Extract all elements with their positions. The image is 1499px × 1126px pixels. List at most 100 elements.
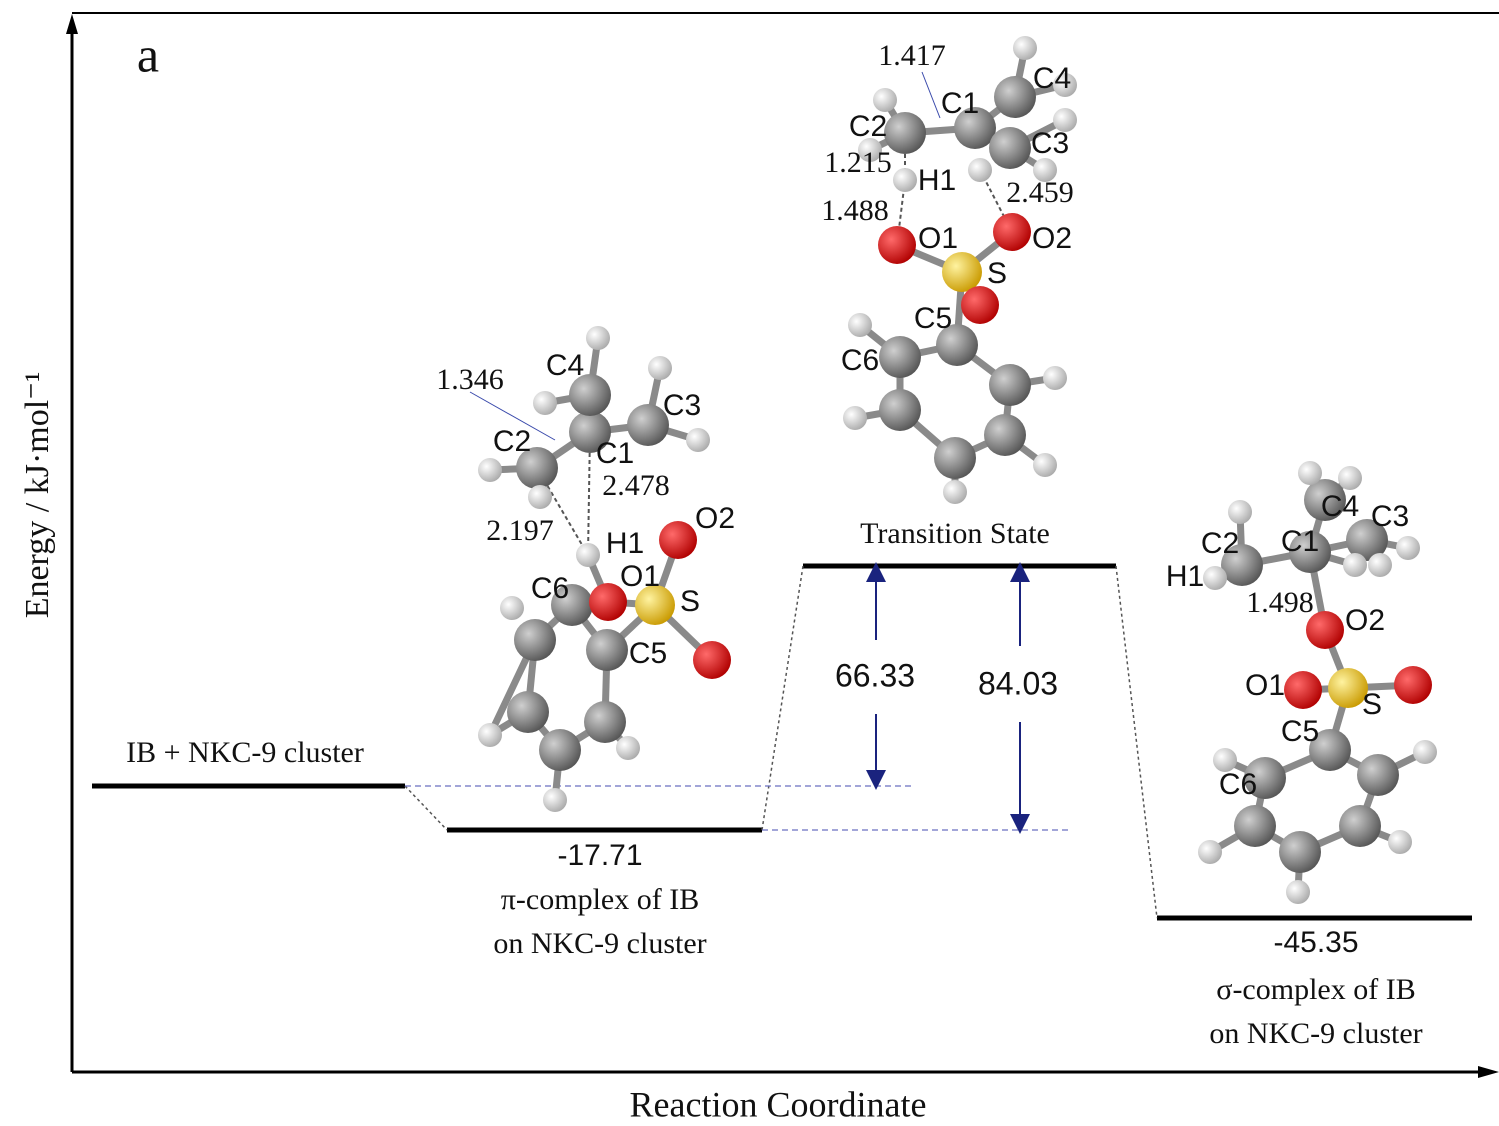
panel-label: a (137, 26, 159, 82)
atom-label: H1 (918, 164, 956, 197)
state-name: on NKC-9 cluster (1209, 1017, 1422, 1050)
atom (584, 701, 626, 743)
atom-label: C1 (1281, 525, 1319, 558)
atom (586, 629, 628, 671)
atom-label: 2.459 (1006, 176, 1074, 209)
atom (961, 286, 999, 324)
atom (1388, 830, 1412, 854)
atom (848, 313, 872, 337)
connector (762, 566, 803, 830)
atom (994, 76, 1036, 118)
atom (543, 788, 567, 812)
atom (1284, 671, 1322, 709)
atom (576, 543, 600, 567)
atom (879, 389, 921, 431)
y-axis-label: Energy / kJ·mol⁻¹ (19, 372, 56, 619)
atom (1198, 840, 1222, 864)
atom-label: H1 (1166, 560, 1204, 593)
atom-label: O1 (620, 560, 660, 593)
atom (1279, 831, 1321, 873)
atom-label: C5 (629, 637, 667, 670)
atom-label: C1 (941, 87, 979, 120)
state-name: IB + NKC-9 cluster (126, 736, 364, 769)
atom (1298, 461, 1322, 485)
atom-label: 1.346 (436, 363, 504, 396)
atom-label: 1.417 (878, 39, 946, 72)
atom-label: H1 (606, 527, 644, 560)
atom-label: C6 (531, 572, 569, 605)
atom (1203, 566, 1227, 590)
atom (1357, 754, 1399, 796)
state-name: π-complex of IB (501, 883, 699, 916)
atom (1234, 805, 1276, 847)
atom (879, 336, 921, 378)
atom (586, 326, 610, 350)
state-energy: -45.35 (1273, 926, 1358, 959)
atom (878, 226, 916, 264)
leader-line (922, 72, 940, 118)
atom (1338, 466, 1362, 490)
atom (533, 391, 557, 415)
x-arrow (1478, 1066, 1499, 1078)
atom-label: C6 (1219, 768, 1257, 801)
atom-label: O2 (1345, 604, 1385, 637)
atom-label: C5 (914, 302, 952, 335)
atom (873, 88, 897, 112)
atom-label: C3 (1371, 500, 1409, 533)
atom (693, 641, 731, 679)
atom (942, 252, 982, 292)
connector (1116, 566, 1157, 918)
atom-label: C1 (596, 437, 634, 470)
atom-label: O1 (1245, 669, 1285, 702)
atom (507, 691, 549, 733)
atom (659, 521, 697, 559)
atom-label: O1 (918, 222, 958, 255)
atom-label: C2 (1201, 527, 1239, 560)
connector (405, 786, 447, 830)
atom (1228, 500, 1252, 524)
atom-label: 1.498 (1246, 586, 1314, 619)
atom-label: C2 (849, 110, 887, 143)
atom (989, 127, 1031, 169)
atom-label: 2.197 (486, 514, 554, 547)
figure: a Energy / kJ·mol⁻¹ Reaction Coordinate … (0, 0, 1499, 1126)
atom (1033, 453, 1057, 477)
atom-label: C4 (546, 349, 584, 382)
atom (1339, 805, 1381, 847)
atom (478, 723, 502, 747)
atom (934, 437, 976, 479)
state-name: on NKC-9 cluster (493, 927, 706, 960)
atom (539, 729, 581, 771)
atom (893, 168, 917, 192)
atom (1013, 36, 1037, 60)
atom (1396, 536, 1420, 560)
atom (478, 458, 502, 482)
atom (943, 480, 967, 504)
atom (1043, 366, 1067, 390)
atom (1343, 553, 1367, 577)
atom-label: C4 (1321, 490, 1359, 523)
atom-label: 1.215 (824, 146, 892, 179)
atom-label: C4 (1033, 62, 1071, 95)
atom (1394, 666, 1432, 704)
atom (648, 356, 672, 380)
atom-label: C2 (493, 425, 531, 458)
state-name: Transition State (860, 517, 1050, 550)
atom-label: O2 (695, 502, 735, 535)
atom (514, 619, 556, 661)
guides (405, 786, 1072, 830)
y-arrow (66, 14, 78, 34)
atom-label: C5 (1281, 715, 1319, 748)
state-name: σ-complex of IB (1216, 973, 1415, 1006)
atom (968, 158, 992, 182)
connectors (405, 566, 1157, 918)
atom-label: S (680, 585, 700, 618)
atom-label: S (1362, 688, 1382, 721)
atom-label: O2 (1032, 222, 1072, 255)
barrier-value: 84.03 (978, 665, 1058, 701)
atom-label: S (987, 257, 1007, 290)
atom (1368, 553, 1392, 577)
state-energy: -17.71 (557, 839, 642, 872)
atom (1286, 880, 1310, 904)
